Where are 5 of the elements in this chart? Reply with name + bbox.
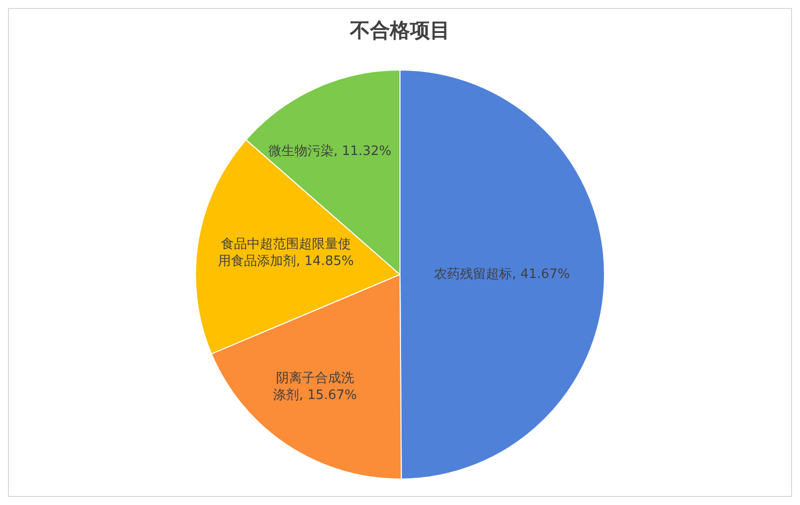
slice-label: 微生物污染, 11.32%: [268, 143, 392, 160]
slice-label: 阴离子合成洗涤剂, 15.67%: [272, 370, 358, 404]
slice-label: 农药残留超标, 41.67%: [434, 266, 570, 283]
chart-title: 不合格项目: [348, 19, 451, 44]
slice-label: 食品中超范围超限量使用食品添加剂, 14.85%: [217, 236, 355, 270]
